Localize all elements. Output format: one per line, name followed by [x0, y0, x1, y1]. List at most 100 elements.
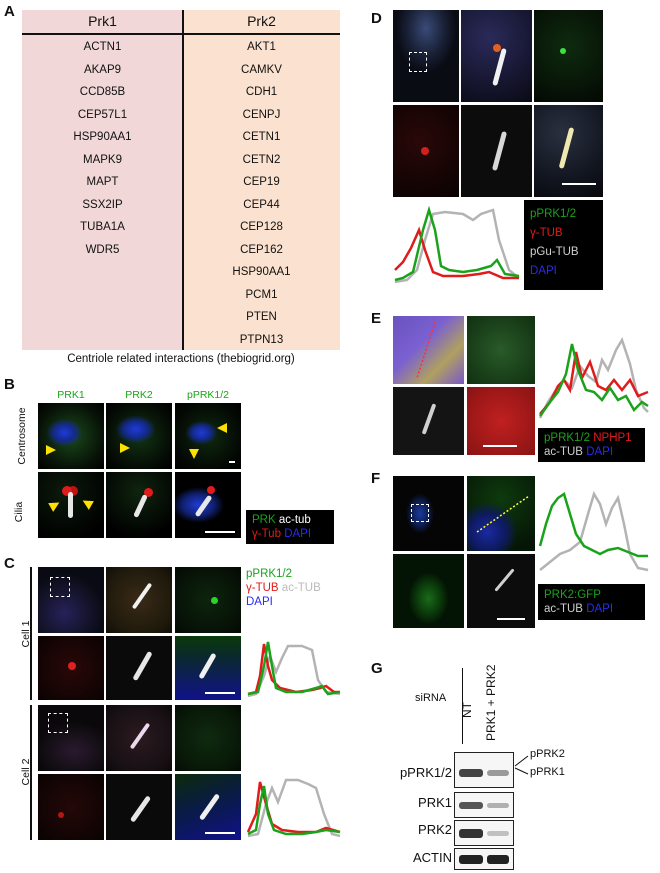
table-col1: ACTN1 AKAP9 CCD85B CEP57L1 HSP90AA1 MAPK9 MAPT…	[22, 36, 183, 261]
d-merge2-axoneme	[558, 127, 575, 169]
c-legend: pPRK1/2 γ-TUB ac-TUB DAPI	[246, 567, 334, 609]
table-col2-item: PCM1	[245, 288, 278, 301]
table-col1-item: CCD85B	[79, 86, 126, 98]
g-blot-actin	[454, 848, 514, 870]
e-legend-pprk: pPRK1/2	[544, 432, 591, 444]
f-legend-prk2gfp: PRK2:GFP	[544, 589, 601, 601]
g-band-pointer	[514, 755, 529, 775]
b-cilia-prk1-image	[38, 472, 104, 538]
table-col1-item: TUBA1A	[80, 221, 125, 233]
table-col2-item: CEP44	[243, 198, 280, 211]
c-cell2-profile-green	[247, 785, 341, 836]
interaction-table: Prk1 Prk2 ACTN1 AKAP9 CCD85B CEP57L1 HSP90AA…	[22, 10, 340, 350]
e-gray	[393, 387, 464, 455]
e-legend: pPRK1/2 NPHP1 ac-TUB DAPI	[538, 428, 645, 462]
f-legend: PRK2:GFP ac-TUB DAPI	[538, 584, 645, 620]
table-col2-item: CENPJ	[242, 108, 281, 121]
g-blot-pprk	[454, 752, 514, 788]
d-zoom-axoneme	[492, 48, 507, 86]
e-green	[467, 316, 535, 384]
table-col2-item: CEP162	[240, 243, 283, 256]
b-scale-bar-bottom	[205, 531, 235, 533]
b-arrow-1	[46, 445, 56, 455]
d-profile-gray	[394, 208, 520, 284]
d-gray	[461, 105, 532, 197]
g-band-pprk-kd	[487, 770, 509, 776]
d-line-profile	[394, 205, 520, 284]
b-legend-dapi: DAPI	[284, 528, 312, 540]
c-cell2-merge2-axoneme	[198, 793, 221, 821]
b-arrow-6	[80, 496, 94, 510]
e-legend-nphp1: NPHP1	[593, 432, 632, 444]
b-arrow-3	[217, 423, 227, 433]
table-col2-item: CETN1	[242, 131, 281, 143]
f-gray-axoneme	[494, 568, 515, 592]
b-centrosome-pprk-image	[175, 403, 241, 469]
table-col2-item: PTPN13	[239, 333, 284, 346]
g-band-prk1-kd	[487, 803, 509, 808]
g-band-label-pprk2: pPRK2	[530, 748, 565, 760]
f-line-scan	[476, 495, 530, 533]
c-legend-gtub: γ-TUB	[246, 582, 279, 594]
e-merge	[393, 316, 464, 384]
f-legend-dapi: DAPI	[586, 603, 614, 615]
f-profile-green	[538, 492, 648, 558]
panel-label-c: C	[4, 555, 15, 572]
g-band-pprk-nt	[459, 769, 483, 777]
b-cilia-prk2-red	[144, 488, 153, 497]
table-col1-bg	[22, 10, 183, 350]
c-cell1-green-dot	[211, 597, 218, 604]
f-scale-bar	[497, 618, 525, 620]
e-profile-red	[539, 351, 649, 415]
c-cell2-merge2	[175, 774, 241, 840]
c-cell1-red-dot	[68, 662, 76, 670]
g-blot-prk2	[454, 820, 514, 846]
d-red-dot	[421, 147, 429, 155]
c-cell2-gray-axoneme	[129, 795, 152, 823]
b-row-label-cilia: Cilia	[13, 501, 25, 523]
table-col2-item: PTEN	[246, 311, 277, 323]
c-cell1-roi-box	[50, 577, 70, 597]
c-scale-bar-1	[205, 692, 235, 694]
f-roi-box	[411, 504, 429, 522]
c-cell2-merge-zoom	[106, 705, 172, 771]
table-col1-item: SSX2IP	[82, 198, 123, 211]
c-cell2-merge-overview	[38, 705, 104, 771]
f-line-profile	[538, 490, 649, 572]
table-col1-item: MAPK9	[83, 153, 122, 166]
d-gray-axoneme	[491, 131, 508, 171]
b-col-label-prk1: PRK1	[57, 389, 85, 401]
b-scale-bar-top	[229, 461, 235, 463]
c-cell1-merge2	[175, 636, 241, 700]
table-caption: Centriole related interactions (thebiogr…	[67, 353, 295, 365]
g-sirna-rule	[462, 668, 464, 744]
g-band-prk2-nt	[459, 829, 483, 838]
d-merge-overview	[393, 10, 459, 102]
g-row-label-actin: ACTIN	[413, 850, 452, 865]
d-zoom-red	[493, 44, 501, 52]
e-scale-bar	[483, 445, 517, 447]
c-cell1-gray	[106, 636, 172, 700]
c-cell2-zoom-axoneme	[129, 722, 151, 750]
c-cell2-bracket	[30, 705, 32, 840]
d-green	[534, 10, 603, 102]
table-header-prk1: Prk1	[88, 13, 117, 29]
g-band-actin-nt	[459, 855, 483, 864]
b-cilia-prk2-image	[106, 472, 172, 538]
c-legend-dapi: DAPI	[246, 596, 273, 608]
table-col2: AKT1 CAMKV CDH1 CENPJ CETN1 CETN2 CEP19 CEP44 CE…	[183, 36, 340, 351]
c-cell2-red-dot	[58, 812, 64, 818]
d-legend-pprk: pPRK1/2	[530, 208, 577, 220]
b-col-label-pprk: pPRK1/2	[186, 389, 230, 401]
c-legend-pprk: pPRK1/2	[246, 568, 293, 580]
b-cilia-prk2-axoneme	[133, 494, 148, 518]
d-red	[393, 105, 459, 197]
g-lane-prk: PRK1 + PRK2	[484, 664, 498, 741]
g-band-actin-kd	[487, 855, 509, 864]
b-cilia-prk1-axoneme	[68, 492, 73, 518]
b-cilia-pprk-image	[175, 472, 241, 538]
d-legend-gtub: γ-TUB	[530, 227, 563, 239]
e-legend-actub: ac-TUB	[544, 446, 583, 458]
table-col1-item: CEP57L1	[77, 108, 128, 121]
panel-label-e: E	[371, 310, 382, 327]
